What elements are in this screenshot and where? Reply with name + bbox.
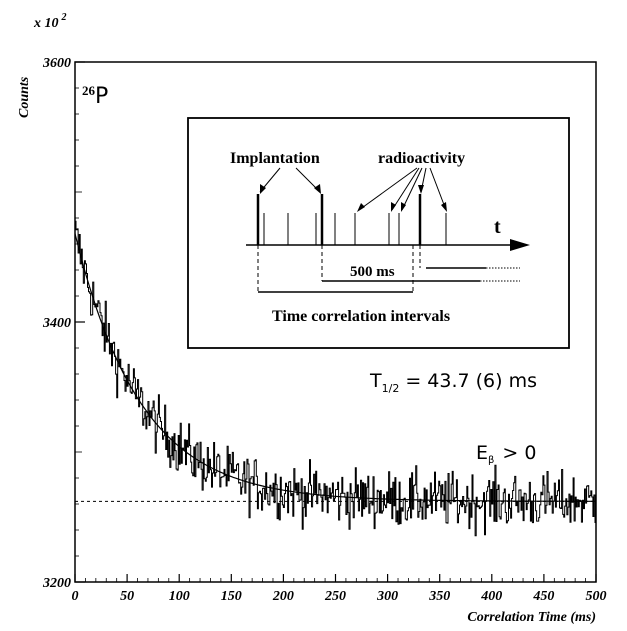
- x-axis-label: Correlation Time (ms): [467, 610, 596, 625]
- radioactivity-label: radioactivity: [378, 150, 465, 167]
- x-tick-label: 0: [72, 589, 79, 604]
- y-tick-label: 3600: [42, 56, 71, 71]
- y-tick-label: 3200: [42, 576, 71, 591]
- x-tick-label: 150: [221, 589, 242, 604]
- x-ticks: 0 50 100 150 200 250 300 350 400 450 500: [72, 574, 607, 604]
- x-tick-label: 50: [120, 589, 134, 604]
- intervals-label: Time correlation intervals: [272, 308, 450, 325]
- half-life-label: T1/2 = 43.7 (6) ms: [369, 370, 537, 395]
- inset-frame: [187, 117, 570, 349]
- x-tick-label: 450: [532, 589, 554, 604]
- inset-diagram: Implantation radioactivity t: [187, 117, 570, 349]
- x-tick-label: 350: [428, 589, 450, 604]
- y-ticks: 3200 3400 3600: [42, 56, 85, 591]
- y-tick-label: 3400: [42, 316, 71, 331]
- y-axis-label: Counts: [17, 76, 32, 118]
- x-tick-label: 500: [586, 589, 607, 604]
- x-tick-label: 400: [480, 589, 502, 604]
- nucleus-label: 26P: [82, 83, 108, 109]
- data-histogram: [75, 220, 596, 537]
- dashed-markers: [257, 245, 421, 292]
- time-axis-label: t: [494, 216, 501, 238]
- implantation-label: Implantation: [230, 150, 320, 167]
- window-label: 500 ms: [350, 264, 395, 280]
- decay-lines: [263, 213, 447, 245]
- y-multiplier: x 10 2: [33, 12, 67, 31]
- x-tick-label: 200: [272, 589, 294, 604]
- x-tick-label: 100: [169, 589, 190, 604]
- beta-energy-condition: Eβ > 0: [476, 442, 536, 466]
- x-tick-label: 300: [376, 589, 398, 604]
- label-arrowheads: [260, 184, 447, 212]
- fit-curve: [74, 233, 596, 502]
- time-axis-arrowhead: [510, 239, 530, 251]
- x-tick-label: 250: [324, 589, 346, 604]
